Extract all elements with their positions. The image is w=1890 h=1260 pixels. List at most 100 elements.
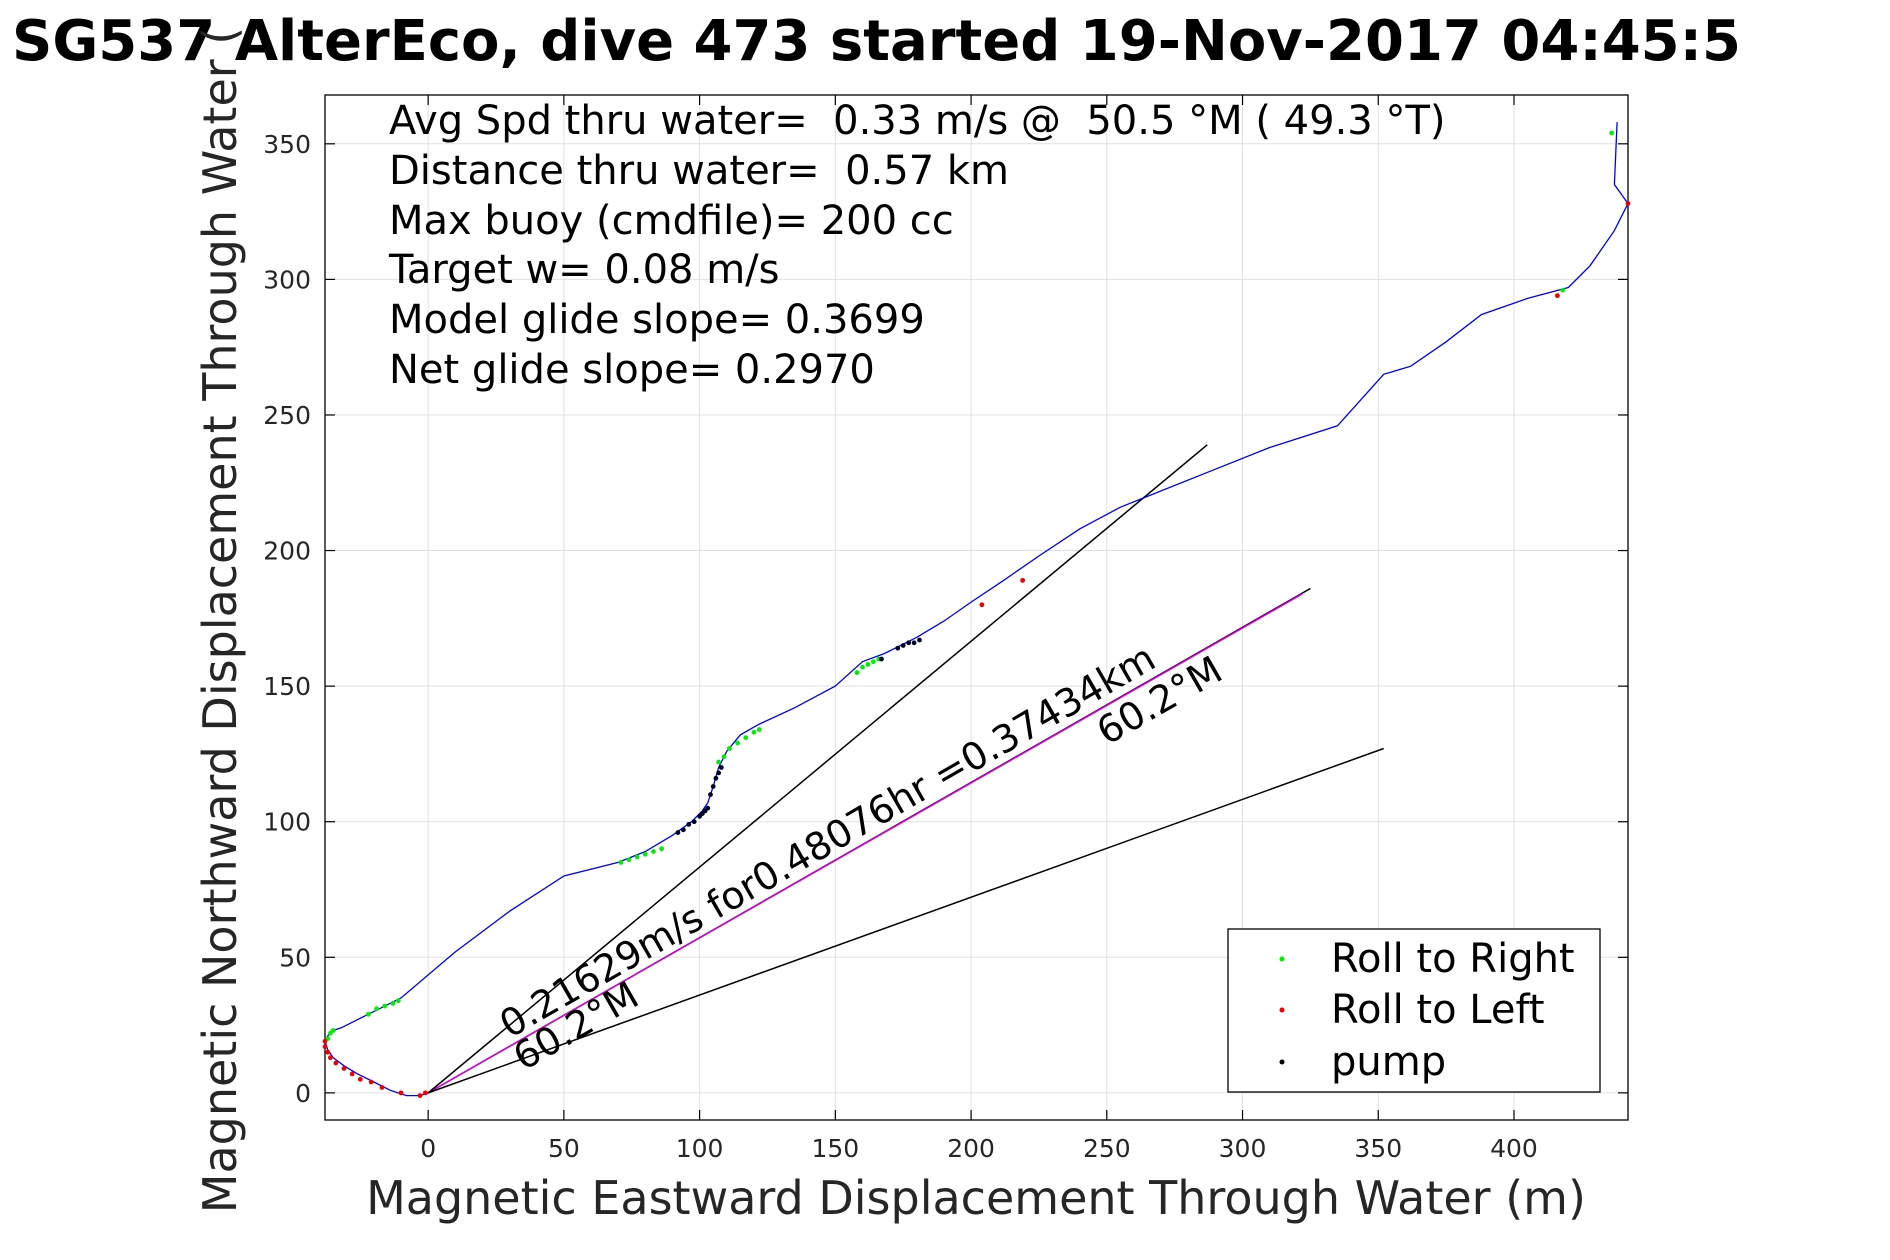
annotation-avg-speed: Avg Spd thru water= 0.33 m/s @ 50.5 °M (…	[389, 98, 1445, 144]
marker-roll-left	[322, 1044, 328, 1050]
marker-roll-right	[735, 740, 741, 746]
marker-roll-right	[751, 729, 757, 735]
marker-pump	[911, 640, 917, 646]
marker-roll-left	[341, 1066, 347, 1071]
x-tick-label: 200	[947, 1134, 995, 1163]
marker-roll-left	[423, 1090, 428, 1096]
marker-roll-right	[716, 759, 722, 765]
x-tick-label: 50	[548, 1134, 580, 1163]
x-tick-label: 300	[1219, 1134, 1267, 1163]
y-tick-label: 250	[263, 401, 311, 430]
marker-roll-left	[398, 1090, 404, 1096]
legend: Roll to Right Roll to Left pump	[1227, 928, 1601, 1093]
marker-roll-left	[368, 1079, 374, 1085]
marker-roll-right	[330, 1028, 336, 1033]
plot-area-frame	[324, 94, 1629, 1121]
series-line	[427, 444, 1208, 1094]
marker-roll-right	[366, 1011, 371, 1017]
marker-roll-right	[390, 1000, 396, 1006]
legend-marker-pump	[1279, 1059, 1285, 1065]
x-tick-label: 0	[420, 1134, 436, 1163]
marker-pump	[710, 784, 716, 789]
marker-roll-right	[382, 1003, 388, 1009]
marker-pump	[691, 819, 697, 825]
roll-and-pump-markers	[322, 130, 1631, 1098]
marker-roll-right	[854, 670, 860, 675]
annotation-target-w: Target w= 0.08 m/s	[388, 247, 779, 293]
marker-roll-left	[1555, 293, 1560, 299]
marker-roll-right	[651, 849, 656, 854]
marker-pump	[879, 656, 884, 662]
marker-roll-right	[634, 854, 640, 860]
x-tick-label: 150	[811, 1134, 859, 1163]
marker-roll-right	[865, 662, 871, 667]
y-axis-label: Magnetic Northward Displacement Through …	[193, 27, 247, 1213]
marker-roll-left	[325, 1049, 331, 1055]
marker-roll-right	[743, 735, 749, 741]
x-tick-label: 350	[1354, 1134, 1402, 1163]
legend-marker-roll-right	[1279, 956, 1285, 962]
annotation-model-glide: Model glide slope= 0.3699	[389, 297, 925, 343]
y-axis-ticks: 0 50 100 150 200 250 300 350	[263, 130, 1628, 1108]
marker-roll-left	[379, 1085, 385, 1090]
marker-roll-right	[642, 851, 648, 857]
marker-roll-right	[618, 859, 624, 865]
y-tick-label: 100	[263, 808, 311, 837]
y-tick-label: 300	[263, 265, 311, 294]
marker-pump	[718, 765, 724, 770]
marker-roll-left	[979, 602, 985, 608]
y-tick-label: 150	[263, 672, 311, 701]
series-line	[427, 747, 1384, 1094]
stats-annotations: Avg Spd thru water= 0.33 m/s @ 50.5 °M (…	[388, 98, 1445, 393]
rotated-labels: 0.21629m/s for0.48076hr =0.37434km60.2°M…	[492, 635, 1229, 1079]
marker-pump	[705, 805, 711, 811]
marker-pump	[716, 770, 722, 776]
marker-roll-right	[659, 846, 665, 852]
marker-roll-left	[333, 1060, 339, 1066]
legend-marker-roll-left	[1279, 1007, 1285, 1013]
x-tick-label: 100	[676, 1134, 724, 1163]
annotation-net-glide: Net glide slope= 0.2970	[389, 347, 875, 393]
marker-pump	[675, 830, 681, 835]
marker-roll-right	[860, 664, 865, 670]
marker-roll-left	[322, 1038, 328, 1044]
legend-label-roll-right: Roll to Right	[1331, 936, 1575, 982]
x-axis-label: Magnetic Eastward Displacement Through W…	[366, 1171, 1586, 1225]
marker-pump	[713, 775, 719, 781]
annotation-distance: Distance thru water= 0.57 km	[389, 148, 1009, 194]
marker-roll-left	[1020, 577, 1026, 583]
marker-pump	[906, 640, 912, 646]
marker-pump	[708, 792, 713, 798]
chart-title: SG537 AlterEco, dive 473 started 19-Nov-…	[12, 9, 1741, 74]
marker-roll-right	[870, 659, 876, 665]
x-tick-label: 250	[1083, 1134, 1131, 1163]
marker-pump	[917, 637, 922, 643]
marker-roll-right	[1560, 287, 1566, 293]
marker-roll-right	[395, 998, 401, 1004]
y-tick-label: 0	[295, 1079, 311, 1108]
marker-pump	[895, 645, 901, 651]
x-axis-ticks: 0 50 100 150 200 250 300 350 400	[420, 95, 1538, 1163]
marker-roll-left	[357, 1076, 363, 1082]
grid	[325, 95, 1628, 1120]
series-line	[427, 593, 1303, 1094]
marker-roll-left	[417, 1093, 423, 1098]
rotated-label: 0.21629m/s for0.48076hr =0.37434km	[492, 635, 1162, 1046]
marker-pump	[686, 822, 692, 827]
marker-roll-right	[1609, 130, 1615, 136]
marker-roll-left	[328, 1055, 333, 1061]
legend-label-pump: pump	[1331, 1039, 1446, 1085]
marker-roll-right	[727, 746, 732, 751]
y-tick-label: 50	[279, 943, 311, 972]
y-tick-label: 200	[263, 537, 311, 566]
reference-lines	[427, 444, 1384, 1094]
y-tick-label: 350	[263, 130, 311, 159]
marker-roll-right	[626, 857, 632, 863]
legend-label-roll-left: Roll to Left	[1331, 987, 1545, 1033]
marker-roll-right	[756, 727, 762, 732]
marker-roll-left	[349, 1071, 355, 1077]
legend-box	[1227, 928, 1601, 1093]
annotation-max-buoy: Max buoy (cmdfile)= 200 cc	[389, 198, 954, 244]
marker-roll-left	[1625, 201, 1631, 206]
